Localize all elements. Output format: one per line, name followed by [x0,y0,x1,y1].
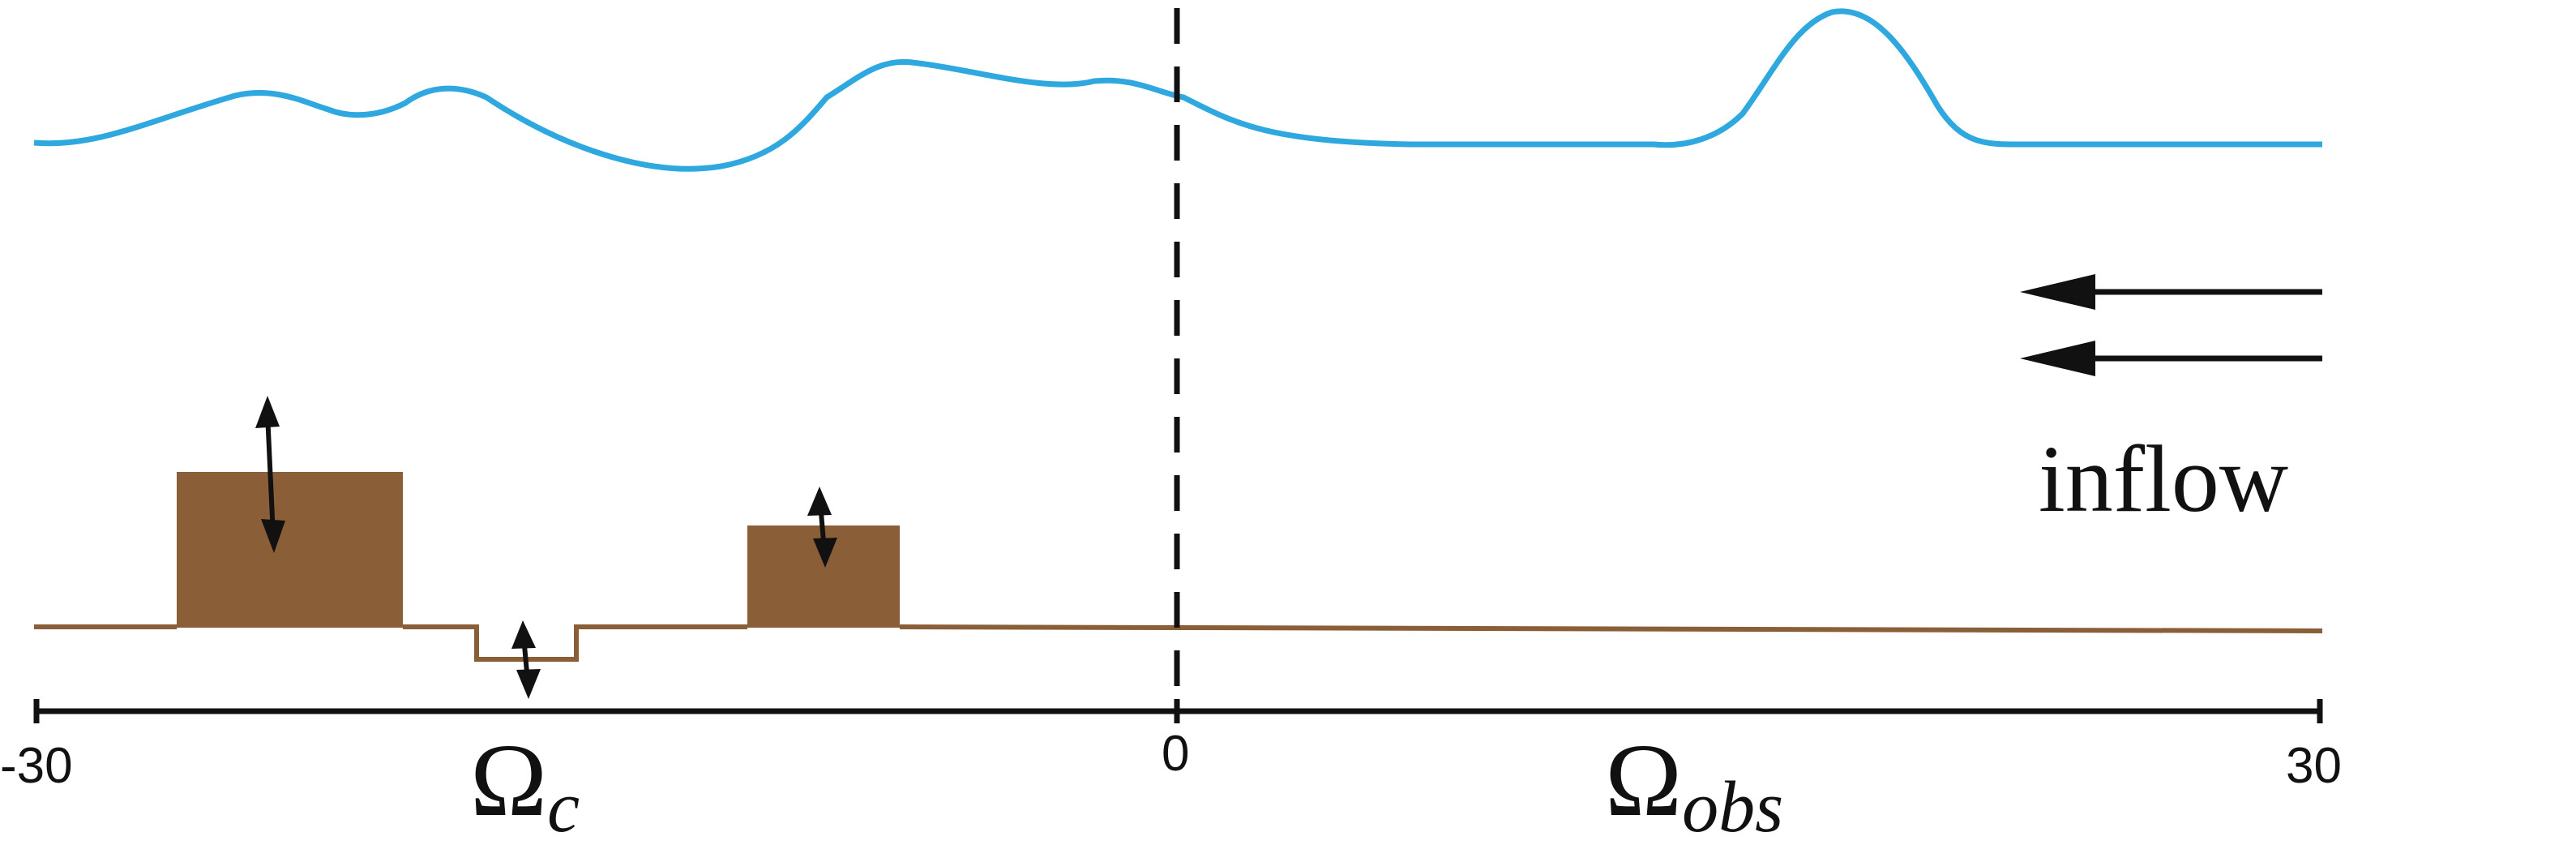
observation-region-subscript: obs [1682,767,1783,845]
observation-region-label: Ωobs [1605,723,1783,845]
height-adjust-arrow-right [807,487,837,568]
control-region-symbol: Ω [470,723,547,838]
observation-region-symbol: Ω [1605,723,1682,838]
domain-axis [33,699,2323,723]
control-region-label: Ωc [470,723,580,845]
water-surface-curve [33,8,2322,172]
inflow-arrow-top [2020,274,2322,310]
control-obstacle-block-left [177,472,403,628]
axis-label-min: -30 [0,738,73,794]
inflow-arrow-bottom [2020,341,2322,376]
height-adjust-arrow-left [255,396,285,553]
control-region-subscript: c [547,767,580,845]
axis-label-max: 30 [2286,738,2342,794]
axis-label-zero: 0 [1162,726,1189,782]
height-adjust-arrow-trench [511,620,541,699]
inflow-label: inflow [2039,426,2288,532]
